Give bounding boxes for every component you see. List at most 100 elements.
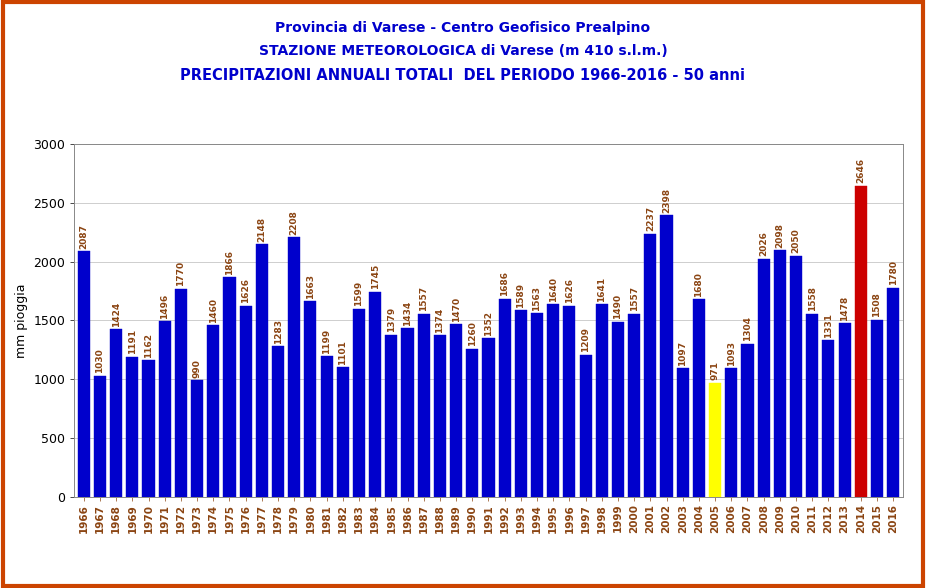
Text: Provincia di Varese - Centro Geofisico Prealpino: Provincia di Varese - Centro Geofisico P… — [275, 21, 651, 35]
Bar — [158, 321, 170, 497]
Text: 1460: 1460 — [208, 298, 218, 323]
Text: 1352: 1352 — [484, 310, 493, 336]
Bar — [498, 299, 511, 497]
Text: 2148: 2148 — [257, 217, 267, 242]
Bar — [126, 357, 138, 497]
Bar — [482, 338, 494, 497]
Text: 1641: 1641 — [597, 276, 607, 302]
Bar — [305, 301, 317, 497]
Bar — [839, 323, 851, 497]
Text: 1626: 1626 — [565, 278, 574, 303]
Bar — [580, 355, 592, 497]
Text: 971: 971 — [710, 361, 720, 380]
Text: 1558: 1558 — [807, 286, 817, 311]
Bar — [725, 368, 737, 497]
Text: 1030: 1030 — [95, 349, 105, 373]
Text: 2098: 2098 — [775, 223, 784, 248]
Text: 1478: 1478 — [840, 295, 849, 320]
Text: 1557: 1557 — [630, 286, 639, 312]
Text: 1101: 1101 — [338, 340, 347, 365]
Text: 990: 990 — [193, 359, 202, 378]
Text: 1496: 1496 — [160, 293, 169, 319]
Text: 1199: 1199 — [322, 328, 332, 353]
Bar — [94, 376, 106, 497]
Text: 1260: 1260 — [468, 322, 477, 346]
Text: 1780: 1780 — [889, 260, 897, 285]
Text: 1331: 1331 — [824, 313, 832, 338]
Bar — [870, 319, 883, 497]
Text: 1374: 1374 — [435, 308, 444, 333]
Text: 1745: 1745 — [370, 264, 380, 289]
Text: 2646: 2646 — [857, 158, 865, 183]
Text: 1770: 1770 — [177, 261, 185, 286]
Text: 1508: 1508 — [872, 292, 882, 317]
Text: 2050: 2050 — [792, 229, 800, 253]
Text: 1379: 1379 — [387, 307, 395, 332]
Text: 1563: 1563 — [532, 286, 542, 310]
Bar — [434, 335, 446, 497]
Bar — [887, 288, 899, 497]
Bar — [595, 304, 607, 497]
Text: 2237: 2237 — [645, 206, 655, 232]
Text: 1663: 1663 — [306, 274, 315, 299]
Bar — [515, 310, 527, 497]
Text: 1686: 1686 — [500, 271, 509, 296]
Y-axis label: mm pioggia: mm pioggia — [15, 283, 28, 358]
Text: 1162: 1162 — [144, 333, 153, 358]
Bar — [757, 259, 770, 497]
Bar — [774, 250, 786, 497]
Text: 1304: 1304 — [743, 316, 752, 341]
Bar — [742, 343, 754, 497]
Bar — [353, 309, 365, 497]
Text: 1557: 1557 — [419, 286, 428, 312]
Text: 1283: 1283 — [273, 319, 282, 343]
Bar — [207, 325, 219, 497]
Bar — [191, 380, 203, 497]
Bar — [450, 324, 462, 497]
Bar — [385, 335, 397, 497]
Bar — [256, 244, 268, 497]
Bar — [240, 306, 252, 497]
Text: PRECIPITAZIONI ANNUALI TOTALI  DEL PERIODO 1966-2016 - 50 anni: PRECIPITAZIONI ANNUALI TOTALI DEL PERIOD… — [181, 68, 745, 83]
Bar — [272, 346, 284, 497]
Text: STAZIONE METEOROLOGICA di Varese (m 410 s.l.m.): STAZIONE METEOROLOGICA di Varese (m 410 … — [258, 44, 668, 58]
Bar — [677, 368, 689, 497]
Text: 1626: 1626 — [241, 278, 250, 303]
Bar — [110, 329, 122, 497]
Bar — [807, 313, 819, 497]
Bar — [143, 360, 155, 497]
Bar — [418, 314, 430, 497]
Text: 1589: 1589 — [517, 282, 525, 308]
Bar — [369, 292, 382, 497]
Bar — [709, 383, 721, 497]
Text: 1470: 1470 — [452, 296, 460, 322]
Text: 1680: 1680 — [694, 272, 704, 297]
Text: 1640: 1640 — [549, 276, 557, 302]
Bar — [223, 278, 235, 497]
Bar — [612, 322, 624, 497]
Text: 1209: 1209 — [582, 328, 590, 352]
Bar — [466, 349, 479, 497]
Text: 1093: 1093 — [727, 341, 736, 366]
Bar — [531, 313, 543, 497]
Bar — [563, 306, 575, 497]
Bar — [337, 368, 349, 497]
Bar — [790, 256, 802, 497]
Text: 1191: 1191 — [128, 329, 137, 355]
Text: 2026: 2026 — [759, 231, 769, 256]
Text: 1424: 1424 — [112, 302, 120, 327]
Text: 1434: 1434 — [403, 300, 412, 326]
Text: 2398: 2398 — [662, 188, 671, 212]
Bar — [628, 314, 640, 497]
Text: 2087: 2087 — [80, 224, 88, 249]
Bar — [320, 356, 332, 497]
Bar — [547, 304, 559, 497]
Bar — [175, 289, 187, 497]
Bar — [693, 299, 705, 497]
Bar — [78, 252, 90, 497]
Bar — [402, 328, 414, 497]
Text: 1097: 1097 — [678, 340, 687, 366]
Text: 1599: 1599 — [355, 281, 364, 306]
Text: 1866: 1866 — [225, 250, 234, 275]
Text: 2208: 2208 — [290, 210, 299, 235]
